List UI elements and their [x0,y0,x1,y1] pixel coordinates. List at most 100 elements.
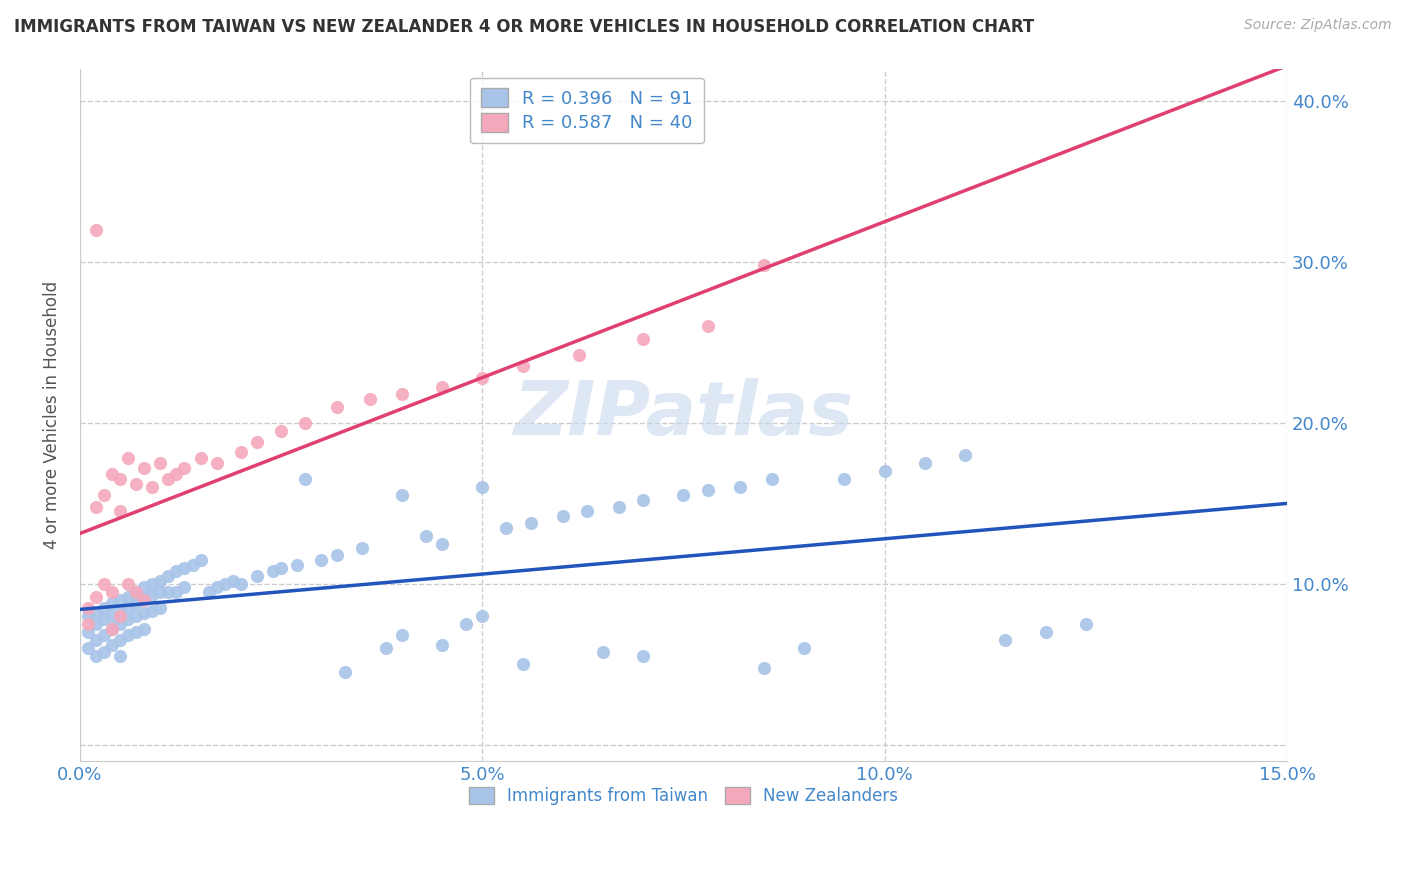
Point [117,612,139,626]
Point [125,625,148,640]
Point [631,493,654,508]
Point [149,585,172,599]
Point [190,451,212,466]
Point [93,644,115,658]
Point [294,416,316,430]
Point [214,577,236,591]
Point [391,628,413,642]
Point [294,472,316,486]
Point [101,467,124,482]
Point [134,622,156,636]
Point [568,348,591,362]
Point [430,536,453,550]
Point [391,488,413,502]
Point [994,633,1017,648]
Point [374,641,396,656]
Point [149,456,172,470]
Y-axis label: 4 or more Vehicles in Household: 4 or more Vehicles in Household [44,281,60,549]
Point [125,585,148,599]
Point [205,580,228,594]
Point [914,456,936,470]
Point [270,561,292,575]
Point [108,604,131,618]
Point [752,661,775,675]
Point [108,609,131,624]
Point [335,665,357,680]
Point [93,601,115,615]
Point [101,622,124,636]
Point [157,472,180,486]
Point [173,461,195,475]
Point [84,633,107,648]
Point [77,601,100,615]
Point [108,617,131,632]
Point [575,504,598,518]
Point [262,564,284,578]
Point [607,500,630,514]
Point [326,548,349,562]
Point [165,585,187,599]
Point [391,387,413,401]
Point [108,633,131,648]
Point [84,222,107,236]
Point [101,638,124,652]
Point [108,504,131,518]
Point [125,596,148,610]
Point [149,601,172,615]
Legend: Immigrants from Taiwan, New Zealanders: Immigrants from Taiwan, New Zealanders [458,777,908,815]
Point [117,577,139,591]
Text: IMMIGRANTS FROM TAIWAN VS NEW ZEALANDER 4 OR MORE VEHICLES IN HOUSEHOLD CORRELAT: IMMIGRANTS FROM TAIWAN VS NEW ZEALANDER … [14,18,1035,36]
Point [141,480,163,494]
Point [117,601,139,615]
Point [84,500,107,514]
Point [101,622,124,636]
Point [77,641,100,656]
Point [1035,625,1057,640]
Point [415,528,437,542]
Point [165,564,187,578]
Point [350,541,373,556]
Point [430,380,453,394]
Point [793,641,815,656]
Point [471,609,494,624]
Point [101,596,124,610]
Point [125,477,148,491]
Point [430,638,453,652]
Point [592,644,614,658]
Point [471,370,494,384]
Point [93,577,115,591]
Point [512,657,534,672]
Point [696,319,718,334]
Point [101,609,124,624]
Point [84,649,107,664]
Point [222,574,245,588]
Point [752,258,775,272]
Point [631,332,654,346]
Point [117,590,139,604]
Point [246,569,269,583]
Point [117,451,139,466]
Point [270,424,292,438]
Point [512,359,534,374]
Point [873,464,896,478]
Point [141,604,163,618]
Point [728,480,751,494]
Point [246,435,269,450]
Point [84,617,107,632]
Point [834,472,856,486]
Point [1074,617,1097,632]
Point [134,461,156,475]
Point [631,649,654,664]
Point [181,558,204,572]
Point [456,617,478,632]
Point [93,628,115,642]
Point [326,400,349,414]
Point [149,574,172,588]
Point [229,445,252,459]
Point [101,585,124,599]
Point [311,553,333,567]
Point [84,590,107,604]
Point [125,609,148,624]
Text: Source: ZipAtlas.com: Source: ZipAtlas.com [1244,18,1392,32]
Point [672,488,695,502]
